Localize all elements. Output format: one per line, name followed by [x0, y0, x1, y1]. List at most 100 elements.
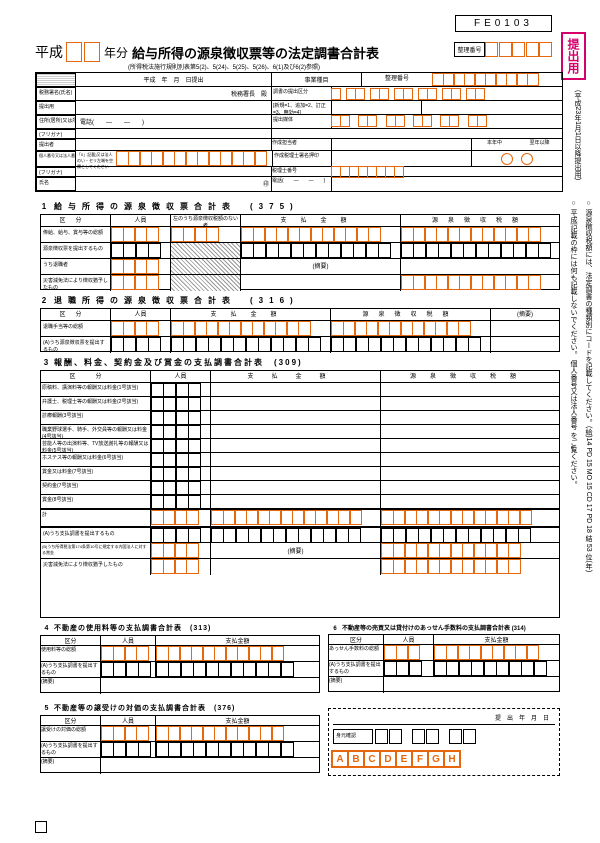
- input-cell[interactable]: [258, 337, 271, 352]
- input-cell[interactable]: [519, 510, 532, 525]
- input-cell[interactable]: [163, 383, 176, 398]
- input-cell[interactable]: [355, 88, 365, 100]
- input-cell[interactable]: [181, 662, 194, 677]
- input-cell[interactable]: [268, 742, 281, 757]
- input-cell[interactable]: [427, 88, 437, 100]
- input-cell[interactable]: [367, 115, 377, 127]
- input-cell[interactable]: [218, 662, 231, 677]
- input-cell[interactable]: [188, 439, 201, 454]
- input-cell[interactable]: [138, 742, 151, 757]
- input-cell[interactable]: [458, 321, 471, 336]
- year-box[interactable]: [66, 42, 82, 62]
- input-cell[interactable]: [426, 729, 439, 744]
- input-cell[interactable]: [521, 661, 534, 676]
- input-cell[interactable]: [163, 481, 176, 496]
- input-cell[interactable]: [233, 337, 246, 352]
- input-cell[interactable]: [331, 88, 341, 100]
- input-cell[interactable]: [431, 337, 444, 352]
- input-cell[interactable]: [298, 528, 311, 543]
- input-cell[interactable]: [146, 227, 159, 242]
- input-cell[interactable]: [163, 467, 176, 482]
- input-cell[interactable]: [188, 528, 201, 543]
- input-cell[interactable]: [406, 337, 419, 352]
- input-cell[interactable]: [243, 662, 256, 677]
- input-cell[interactable]: [254, 151, 267, 166]
- input-cell[interactable]: [456, 337, 469, 352]
- input-cell[interactable]: [136, 243, 149, 258]
- input-cell[interactable]: [481, 528, 494, 543]
- input-cell[interactable]: [101, 662, 114, 677]
- input-cell[interactable]: [168, 662, 181, 677]
- input-cell[interactable]: [163, 411, 176, 426]
- input-cell[interactable]: [176, 383, 189, 398]
- input-cell[interactable]: [266, 243, 279, 258]
- input-cell[interactable]: [196, 337, 209, 352]
- input-cell[interactable]: [381, 528, 394, 543]
- input-cell[interactable]: [126, 662, 139, 677]
- input-cell[interactable]: [246, 337, 259, 352]
- input-cell[interactable]: [278, 243, 291, 258]
- input-cell[interactable]: [463, 243, 476, 258]
- input-cell[interactable]: [368, 337, 381, 352]
- input-cell[interactable]: [394, 166, 404, 178]
- input-cell[interactable]: [384, 661, 397, 676]
- input-cell[interactable]: [401, 243, 414, 258]
- input-cell[interactable]: [218, 742, 231, 757]
- input-cell[interactable]: [188, 453, 201, 468]
- input-cell[interactable]: [286, 528, 299, 543]
- input-cell[interactable]: [406, 528, 419, 543]
- input-cell[interactable]: [151, 453, 164, 468]
- input-cell[interactable]: [146, 259, 159, 274]
- input-cell[interactable]: [113, 662, 126, 677]
- input-cell[interactable]: [418, 528, 431, 543]
- input-cell[interactable]: [379, 88, 389, 100]
- input-cell[interactable]: [538, 243, 551, 258]
- input-cell[interactable]: [151, 495, 164, 510]
- input-cell[interactable]: [188, 481, 201, 496]
- input-cell[interactable]: [291, 243, 304, 258]
- input-cell[interactable]: [528, 275, 541, 290]
- input-cell[interactable]: [176, 467, 189, 482]
- input-cell[interactable]: [484, 661, 497, 676]
- input-cell[interactable]: [268, 662, 281, 677]
- input-cell[interactable]: [368, 227, 381, 242]
- input-cell[interactable]: [176, 481, 189, 496]
- input-cell[interactable]: [407, 645, 420, 660]
- input-cell[interactable]: [146, 321, 159, 336]
- input-cell[interactable]: [148, 337, 161, 352]
- input-cell[interactable]: [468, 337, 481, 352]
- input-cell[interactable]: [341, 243, 354, 258]
- input-cell[interactable]: [443, 528, 456, 543]
- input-cell[interactable]: [512, 42, 525, 57]
- input-cell[interactable]: [463, 729, 476, 744]
- input-cell[interactable]: [413, 243, 426, 258]
- input-cell[interactable]: [434, 661, 447, 676]
- input-cell[interactable]: [349, 510, 362, 525]
- input-cell[interactable]: [188, 383, 201, 398]
- input-cell[interactable]: [261, 528, 274, 543]
- input-cell[interactable]: [136, 337, 149, 352]
- input-cell[interactable]: [528, 227, 541, 242]
- input-cell[interactable]: [381, 337, 394, 352]
- input-cell[interactable]: [311, 528, 324, 543]
- input-cell[interactable]: [509, 661, 522, 676]
- footer-letter-cell[interactable]: H: [443, 750, 461, 768]
- input-cell[interactable]: [426, 243, 439, 258]
- input-cell[interactable]: [281, 742, 294, 757]
- input-cell[interactable]: [446, 661, 459, 676]
- input-cell[interactable]: [328, 243, 341, 258]
- input-cell[interactable]: [206, 742, 219, 757]
- input-cell[interactable]: [488, 243, 501, 258]
- input-cell[interactable]: [113, 742, 126, 757]
- input-cell[interactable]: [366, 243, 379, 258]
- input-cell[interactable]: [151, 439, 164, 454]
- input-cell[interactable]: [506, 528, 519, 543]
- input-cell[interactable]: [163, 425, 176, 440]
- input-cell[interactable]: [163, 528, 176, 543]
- input-cell[interactable]: [186, 510, 199, 525]
- input-cell[interactable]: [353, 243, 366, 258]
- input-cell[interactable]: [476, 243, 489, 258]
- input-cell[interactable]: [449, 115, 459, 127]
- input-cell[interactable]: [513, 243, 526, 258]
- input-cell[interactable]: [151, 528, 164, 543]
